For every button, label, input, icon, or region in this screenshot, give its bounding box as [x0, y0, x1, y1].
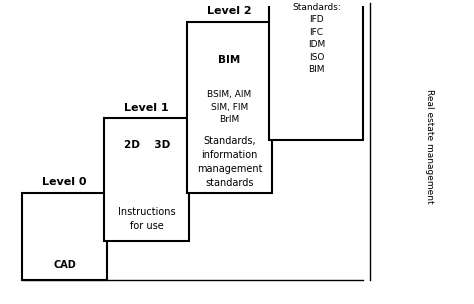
Bar — [104, 119, 189, 241]
Text: BSIM, AIM
SIM, FIM
BrIM: BSIM, AIM SIM, FIM BrIM — [208, 91, 252, 125]
Text: Standards,
information
management
standards: Standards, information management standa… — [197, 136, 262, 188]
Text: Real estate management: Real estate management — [426, 89, 434, 203]
Text: CAD: CAD — [54, 260, 76, 270]
Text: Interopera-
bility
Standards:
IFD
IFC
IDM
ISO
BIM: Interopera- bility Standards: IFD IFC ID… — [291, 0, 342, 74]
Text: Instructions
for use: Instructions for use — [118, 207, 175, 231]
Bar — [22, 193, 107, 280]
Text: BIM: BIM — [219, 55, 241, 65]
Text: Level 2: Level 2 — [207, 6, 252, 16]
Text: Level 1: Level 1 — [124, 103, 169, 112]
Bar — [187, 22, 272, 193]
Text: 2D    3D: 2D 3D — [124, 140, 170, 150]
Text: Level 0: Level 0 — [43, 177, 87, 187]
Bar — [269, 0, 363, 140]
